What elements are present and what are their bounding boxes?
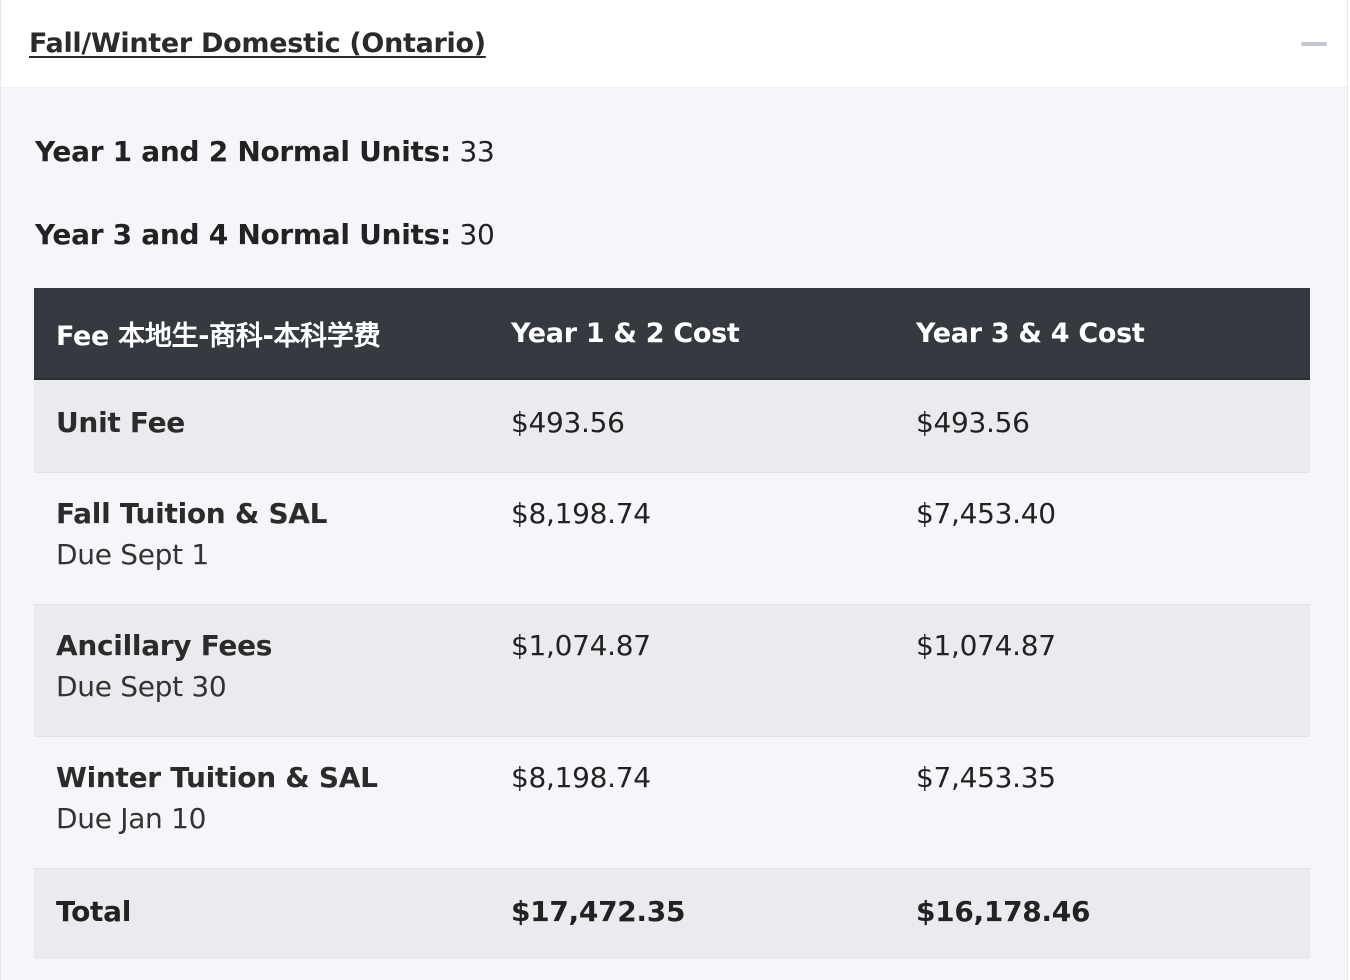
total-label: Total xyxy=(34,868,499,959)
fee-name: Ancillary Fees xyxy=(56,629,273,662)
total-year-3-4: $16,178.46 xyxy=(904,868,1310,959)
fee-cell: Fall Tuition & SAL Due Sept 1 xyxy=(34,472,499,605)
fee-cell: Unit Fee xyxy=(34,379,499,473)
table-header-row: Fee 本地生-商科-本科学费 Year 1 & 2 Cost Year 3 &… xyxy=(34,288,1310,380)
accordion-title-link[interactable]: Fall/Winter Domestic (Ontario) xyxy=(29,28,486,59)
header-year-1-2-cost: Year 1 & 2 Cost xyxy=(499,288,904,380)
fee-table: Fee 本地生-商科-本科学费 Year 1 & 2 Cost Year 3 &… xyxy=(34,288,1310,959)
units-label: Year 1 and 2 Normal Units: xyxy=(35,135,451,168)
units-label: Year 3 and 4 Normal Units: xyxy=(35,218,451,251)
fee-due-date: Due Sept 1 xyxy=(56,538,209,571)
fee-name: Winter Tuition & SAL xyxy=(56,761,378,794)
units-year-1-2: Year 1 and 2 Normal Units: 33 xyxy=(35,135,495,168)
units-year-3-4: Year 3 and 4 Normal Units: 30 xyxy=(35,218,495,251)
units-value: 33 xyxy=(459,135,495,168)
units-value: 30 xyxy=(459,218,495,251)
table-row: Winter Tuition & SAL Due Jan 10 $8,198.7… xyxy=(34,736,1310,869)
minus-icon xyxy=(1301,42,1327,46)
table-row: Fall Tuition & SAL Due Sept 1 $8,198.74 … xyxy=(34,472,1310,605)
year-3-4-cost: $7,453.35 xyxy=(904,736,1310,869)
table-row: Ancillary Fees Due Sept 30 $1,074.87 $1,… xyxy=(34,604,1310,737)
header-year-3-4-cost: Year 3 & 4 Cost xyxy=(904,288,1310,380)
header-fee: Fee 本地生-商科-本科学费 xyxy=(34,288,499,380)
fee-cell: Winter Tuition & SAL Due Jan 10 xyxy=(34,736,499,869)
table-total-row: Total $17,472.35 $16,178.46 xyxy=(34,868,1310,959)
year-1-2-cost: $1,074.87 xyxy=(499,604,904,737)
accordion-header[interactable]: Fall/Winter Domestic (Ontario) xyxy=(1,0,1347,88)
fee-name: Unit Fee xyxy=(56,406,185,439)
fee-cell: Ancillary Fees Due Sept 30 xyxy=(34,604,499,737)
year-3-4-cost: $493.56 xyxy=(904,379,1310,473)
table-row: Unit Fee $493.56 $493.56 xyxy=(34,379,1310,473)
total-year-1-2: $17,472.35 xyxy=(499,868,904,959)
year-3-4-cost: $1,074.87 xyxy=(904,604,1310,737)
year-1-2-cost: $493.56 xyxy=(499,379,904,473)
fee-due-date: Due Jan 10 xyxy=(56,802,207,835)
collapse-toggle-button[interactable] xyxy=(1297,32,1337,56)
year-1-2-cost: $8,198.74 xyxy=(499,472,904,605)
fee-name: Fall Tuition & SAL xyxy=(56,497,328,530)
year-1-2-cost: $8,198.74 xyxy=(499,736,904,869)
year-3-4-cost: $7,453.40 xyxy=(904,472,1310,605)
fee-due-date: Due Sept 30 xyxy=(56,670,227,703)
